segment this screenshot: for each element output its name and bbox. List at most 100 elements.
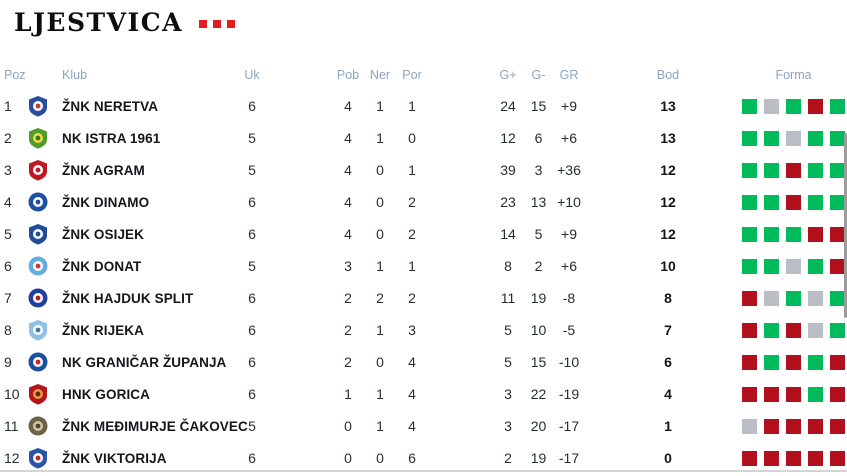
- club-name[interactable]: ŽNK RIJEKA: [62, 322, 145, 338]
- club-logo: [28, 127, 62, 149]
- form-loss-square: [742, 386, 757, 402]
- column-header-draws: Ner: [369, 68, 391, 82]
- wins-value: 4: [344, 194, 352, 210]
- club-logo: [28, 351, 62, 373]
- club-name[interactable]: NK ISTRA 1961: [62, 130, 161, 146]
- form-win-square: [830, 162, 845, 178]
- points-value: 12: [660, 194, 676, 210]
- draws-value: 0: [376, 354, 384, 370]
- wins-value: 2: [344, 322, 352, 338]
- vertical-scrollbar-thumb[interactable]: [844, 133, 847, 318]
- club-name[interactable]: ŽNK VIKTORIJA: [62, 450, 167, 466]
- position-value: 6: [4, 258, 12, 274]
- goals-for-value: 2: [504, 450, 512, 466]
- form-squares: [742, 290, 845, 306]
- form-win-square: [764, 194, 779, 210]
- goal-diff-value: -19: [558, 386, 580, 402]
- played-value: 6: [248, 386, 256, 402]
- goals-against-value: 3: [534, 162, 543, 178]
- form-win-square: [808, 386, 823, 402]
- club-crest-icon: [28, 256, 48, 276]
- club-name[interactable]: ŽNK MEĐIMURJE ČAKOVEC: [62, 418, 248, 434]
- goals-for-value: 23: [500, 194, 516, 210]
- draws-value: 0: [376, 450, 384, 466]
- table-row[interactable]: 8 ŽNK RIJEKA 6 2 1 3 5 10 -5 7: [0, 314, 847, 346]
- form-draw-square: [764, 290, 779, 306]
- points-value: 13: [660, 130, 676, 146]
- club-name[interactable]: ŽNK NERETVA: [62, 98, 159, 114]
- played-value: 5: [248, 258, 256, 274]
- red-square-dot: [199, 20, 208, 28]
- club-name[interactable]: ŽNK OSIJEK: [62, 226, 145, 242]
- form-win-square: [764, 226, 779, 242]
- table-row[interactable]: 3 ŽNK AGRAM 5 4 0 1 39 3 +36 12: [0, 154, 847, 186]
- wins-value: 1: [344, 386, 352, 402]
- table-row[interactable]: 4 ŽNK DINAMO 6 4 0 2 23 13 +10 12: [0, 186, 847, 218]
- club-logo: [28, 415, 62, 437]
- table-row[interactable]: 1 ŽNK NERETVA 6 4 1 1 24 15 +9 13: [0, 90, 847, 122]
- goals-against-value: 15: [530, 98, 547, 114]
- form-draw-square: [742, 418, 757, 434]
- table-row[interactable]: 9 NK GRANIČAR ŽUPANJA 6 2 0 4 5 15 -10 6: [0, 346, 847, 378]
- played-value: 6: [248, 354, 256, 370]
- form-win-square: [808, 258, 823, 274]
- played-value: 6: [248, 290, 256, 306]
- wins-value: 0: [344, 418, 352, 434]
- form-win-square: [764, 130, 779, 146]
- club-crest-icon: [29, 448, 47, 469]
- goals-for-value: 5: [504, 354, 512, 370]
- club-name[interactable]: HNK GORICA: [62, 386, 150, 402]
- club-name[interactable]: ŽNK DONAT: [62, 258, 142, 274]
- draws-value: 1: [376, 258, 384, 274]
- played-value: 6: [248, 226, 256, 242]
- played-value: 6: [248, 194, 256, 210]
- form-win-square: [742, 194, 757, 210]
- goal-diff-value: -8: [562, 290, 576, 306]
- red-square-dot: [213, 20, 222, 28]
- table-row[interactable]: 12 ŽNK VIKTORIJA 6 0 0 6 2 19 -17 0: [0, 442, 847, 474]
- form-loss-square: [808, 450, 823, 466]
- position-value: 12: [4, 450, 20, 466]
- club-name[interactable]: NK GRANIČAR ŽUPANJA: [62, 354, 227, 370]
- losses-value: 2: [408, 290, 416, 306]
- wins-value: 2: [344, 354, 352, 370]
- table-row[interactable]: 5 ŽNK OSIJEK 6 4 0 2 14 5 +9 12: [0, 218, 847, 250]
- form-win-square: [830, 130, 845, 146]
- table-row[interactable]: 11 ŽNK MEĐIMURJE ČAKOVEC 5 0 1 4 3 20 -1…: [0, 410, 847, 442]
- losses-value: 1: [408, 98, 416, 114]
- table-row[interactable]: 6 ŽNK DONAT 5 3 1 1 8 2 +6 10: [0, 250, 847, 282]
- column-header-played: Uk: [244, 68, 260, 82]
- points-value: 12: [660, 226, 676, 242]
- club-name[interactable]: ŽNK AGRAM: [62, 162, 145, 178]
- form-loss-square: [830, 354, 845, 370]
- table-body: 1 ŽNK NERETVA 6 4 1 1 24 15 +9 13 2 NK I…: [0, 90, 847, 474]
- goals-against-value: 19: [530, 290, 547, 306]
- club-logo: [28, 159, 62, 181]
- form-win-square: [808, 162, 823, 178]
- goal-diff-value: +6: [561, 130, 577, 146]
- page-title: LJESTVICA: [14, 8, 184, 37]
- club-name[interactable]: ŽNK HAJDUK SPLIT: [62, 290, 194, 306]
- club-crest-icon: [29, 320, 47, 341]
- wins-value: 2: [344, 290, 352, 306]
- club-logo: [28, 223, 62, 245]
- column-header-goals-against: G-: [531, 68, 546, 82]
- form-loss-square: [742, 450, 757, 466]
- wins-value: 4: [344, 130, 352, 146]
- table-row[interactable]: 7 ŽNK HAJDUK SPLIT 6 2 2 2 11 19 -8 8: [0, 282, 847, 314]
- goals-against-value: 20: [530, 418, 547, 434]
- table-row[interactable]: 2 NK ISTRA 1961 5 4 1 0 12 6 +6 13: [0, 122, 847, 154]
- goals-against-value: 10: [530, 322, 547, 338]
- played-value: 5: [248, 418, 256, 434]
- losses-value: 1: [408, 162, 416, 178]
- table-row[interactable]: 10 HNK GORICA 6 1 1 4 3 22 -19 4: [0, 378, 847, 410]
- wins-value: 4: [344, 162, 352, 178]
- points-value: 13: [660, 98, 676, 114]
- form-win-square: [764, 322, 779, 338]
- draws-value: 1: [376, 98, 384, 114]
- form-loss-square: [786, 418, 801, 434]
- draws-value: 1: [376, 322, 384, 338]
- form-loss-square: [742, 354, 757, 370]
- draws-value: 0: [376, 162, 384, 178]
- club-name[interactable]: ŽNK DINAMO: [62, 194, 150, 210]
